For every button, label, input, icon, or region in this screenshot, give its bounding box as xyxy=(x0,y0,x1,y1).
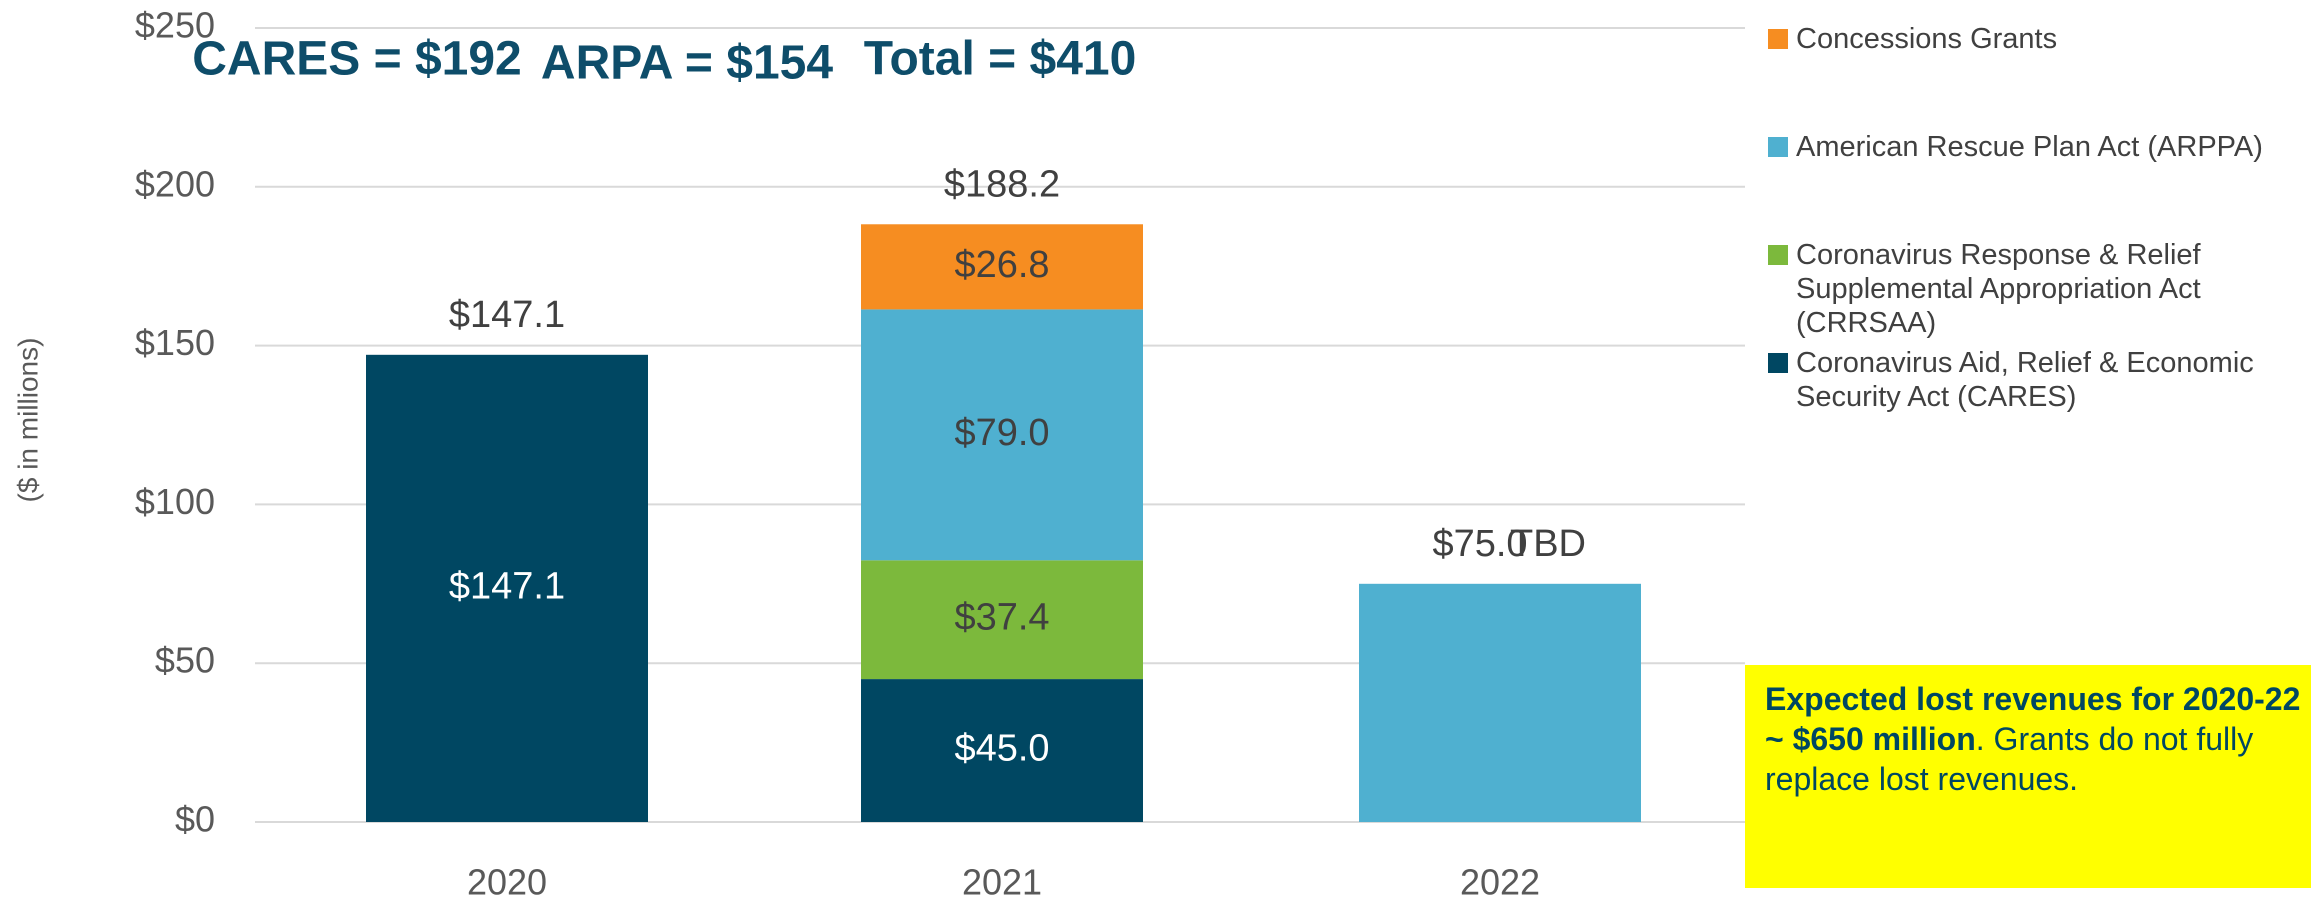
header-annotation: ARPA = $154 xyxy=(541,37,833,90)
bar-segment xyxy=(861,679,1143,822)
legend-label: American Rescue Plan Act (ARPPA) xyxy=(1796,131,2263,163)
legend-swatch xyxy=(1768,137,1788,157)
x-tick-label: 2020 xyxy=(467,862,547,903)
legend-label: Coronavirus Aid, Relief & Economic Secur… xyxy=(1796,347,2254,413)
y-tick-label: $50 xyxy=(155,640,215,681)
legend-swatch xyxy=(1768,353,1788,373)
y-tick-label: $100 xyxy=(135,481,215,522)
bar-segment xyxy=(861,560,1143,680)
total-label: $188.2 xyxy=(944,163,1060,205)
total-label: $147.1 xyxy=(449,294,565,336)
legend-label: Concessions Grants xyxy=(1796,23,2058,55)
bar-segment xyxy=(861,224,1143,310)
note-box: Expected lost revenues for 2020-22 ~ $65… xyxy=(1745,665,2311,888)
total-label: $75.0 xyxy=(1432,523,1527,565)
legend-entry: Coronavirus Response & Relief Supplement… xyxy=(1768,238,2268,340)
header-annotation: CARES = $192 xyxy=(192,33,522,86)
total-note: TBD xyxy=(1510,523,1586,565)
value-label: $26.8 xyxy=(954,244,1049,286)
bar-segment xyxy=(366,354,648,822)
legend-entry: Concessions Grants xyxy=(1768,22,2268,56)
value-label: $45.0 xyxy=(954,728,1049,770)
x-tick-label: 2022 xyxy=(1460,862,1540,903)
legend-entry: American Rescue Plan Act (ARPPA) xyxy=(1768,130,2268,164)
header-annotation: Total = $410 xyxy=(864,33,1137,86)
value-label: $79.0 xyxy=(954,412,1049,454)
y-tick-label: $200 xyxy=(135,163,215,204)
note-bold: Expected lost revenues for 2020-22 ~ $65… xyxy=(1765,681,2301,757)
y-tick-label: $0 xyxy=(175,799,215,840)
bar-segment xyxy=(861,309,1143,561)
legend-swatch xyxy=(1768,245,1788,265)
legend-label: Coronavirus Response & Relief Supplement… xyxy=(1796,239,2201,339)
legend-entry: Coronavirus Aid, Relief & Economic Secur… xyxy=(1768,346,2268,414)
x-tick-label: 2021 xyxy=(962,862,1042,903)
y-tick-label: $250 xyxy=(135,5,215,46)
legend-swatch xyxy=(1768,29,1788,49)
value-label: $37.4 xyxy=(954,597,1049,639)
y-axis-label: ($ in millions) xyxy=(12,338,43,503)
y-tick-label: $150 xyxy=(135,322,215,363)
value-label: $147.1 xyxy=(449,565,565,607)
bar-segment xyxy=(1359,583,1641,822)
note-text: . Grants do not fully replace lost reven… xyxy=(1765,721,2254,797)
